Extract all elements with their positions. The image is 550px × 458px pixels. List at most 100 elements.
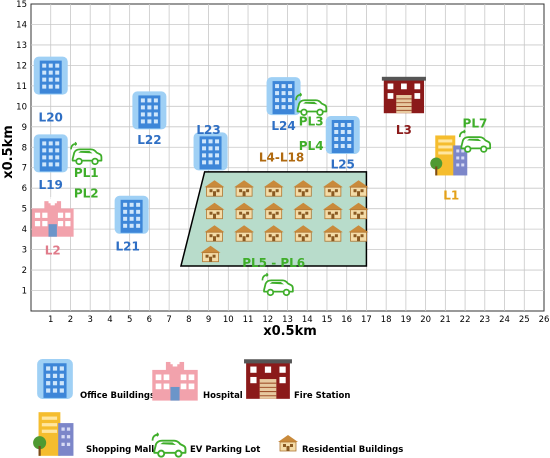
x-tick-label: 18: [381, 315, 392, 325]
parking-lot-2: PL5 - PL6: [242, 256, 305, 297]
parking-label: PL5 - PL6: [242, 256, 305, 270]
y-tick-label: 13: [16, 41, 27, 51]
x-tick-label: 20: [420, 315, 431, 325]
x-tick-label: 3: [87, 315, 92, 325]
office-label: L19: [39, 178, 63, 192]
y-tick-label: 7: [22, 164, 27, 174]
legend-ev-parking-icon: [151, 432, 187, 458]
office-icon: [33, 56, 68, 95]
y-tick-label: 5: [22, 205, 27, 215]
office-location-l21: L21: [114, 195, 149, 254]
hospital-label: L2: [45, 244, 61, 258]
y-tick-label: 4: [22, 225, 27, 235]
mall-location-l1: L1: [430, 135, 468, 202]
office-icon: [33, 134, 68, 173]
y-tick-label: 12: [16, 61, 27, 71]
residential-label: L4-L18: [259, 151, 304, 165]
x-tick-label: 2: [68, 315, 73, 325]
x-tick-label: 14: [302, 315, 313, 325]
x-tick-label: 7: [166, 315, 171, 325]
office-location-l22: L22: [132, 91, 167, 147]
residential-area: L4-L18: [179, 151, 370, 267]
hospital-location-l2: L2: [31, 196, 74, 258]
legend-fire-station-label: Fire Station: [294, 391, 350, 401]
y-tick-label: 2: [22, 266, 27, 276]
x-tick-label: 13: [282, 315, 293, 325]
x-tick-label: 21: [440, 315, 451, 325]
x-tick-label: 23: [479, 315, 490, 325]
x-tick-label: 9: [206, 315, 211, 325]
x-tick-label: 22: [460, 315, 471, 325]
y-tick-label: 3: [22, 246, 27, 256]
y-tick-label: 11: [16, 82, 27, 92]
office-label: L21: [116, 240, 140, 254]
parking-label-secondary: PL4: [299, 139, 324, 153]
legend-residential-icon: [277, 434, 299, 452]
office-label: L23: [196, 123, 220, 137]
x-tick-label: 10: [223, 315, 234, 325]
parking-label: PL7: [463, 117, 488, 131]
x-tick-label: 26: [539, 315, 550, 325]
legend-ev-parking-label: EV Parking Lot: [190, 445, 260, 455]
x-tick-label: 11: [243, 315, 254, 325]
legend: Office Buildings Hospital Fire Station S…: [33, 357, 403, 458]
fire-icon: [381, 76, 427, 114]
y-tick-label: 15: [16, 0, 27, 10]
legend-shopping-mall-icon: [33, 412, 74, 456]
map-locations: L20 L22 L23 L24 L25 L19 L21 L2 L3 L1: [31, 56, 468, 258]
x-axis-ticks: 1 2 3 4 5 6 7 8 9 10 11 12 13 14 15 16 17 18 19 20 21 22 23 24 2…: [48, 315, 549, 325]
fire-location-l3: L3: [381, 76, 427, 137]
parking-lot-1: PL3 PL4: [295, 92, 328, 153]
office-icon: [132, 91, 167, 130]
legend-office-label: Office Buildings: [80, 391, 155, 401]
office-label: L20: [39, 111, 63, 125]
y-tick-label: 6: [22, 184, 27, 194]
x-tick-label: 24: [499, 315, 510, 325]
office-icon: [114, 195, 149, 234]
x-tick-label: 17: [361, 315, 372, 325]
y-tick-label: 14: [16, 20, 27, 30]
y-tick-label: 1: [22, 287, 27, 297]
office-label: L22: [137, 133, 161, 147]
legend-residential-label: Residential Buildings: [302, 445, 403, 455]
legend-fire-station-icon: [243, 358, 293, 400]
x-tick-label: 12: [262, 315, 273, 325]
x-tick-label: 5: [127, 315, 132, 325]
legend-hospital-icon: [152, 357, 198, 401]
x-tick-label: 8: [186, 315, 191, 325]
office-location-l19: L19: [33, 134, 68, 192]
parking-lot-3: PL7: [458, 117, 492, 153]
legend-office-icon: [37, 359, 73, 399]
x-tick-label: 25: [519, 315, 530, 325]
office-icon: [193, 132, 228, 171]
office-icon: [266, 77, 301, 116]
parking-label-secondary: PL2: [74, 186, 99, 200]
parking-label: PL1: [74, 166, 99, 180]
y-tick-label: 9: [22, 123, 27, 133]
parking-label: PL3: [299, 115, 324, 129]
y-axis-title: x0.5km: [1, 125, 16, 179]
y-tick-label: 8: [22, 143, 27, 153]
x-tick-label: 19: [400, 315, 411, 325]
x-tick-label: 16: [341, 315, 352, 325]
x-tick-label: 1: [48, 315, 53, 325]
x-tick-label: 15: [322, 315, 333, 325]
office-icon: [325, 115, 360, 154]
office-label: L25: [331, 158, 355, 172]
x-axis-title: x0.5km: [263, 324, 317, 339]
office-location-l23: L23: [193, 123, 228, 171]
office-location-l25: L25: [325, 115, 360, 172]
mall-label: L1: [443, 188, 459, 202]
legend-hospital-label: Hospital: [203, 391, 243, 401]
legend-shopping-mall-label: Shopping Mall: [86, 445, 154, 455]
office-label: L24: [271, 119, 295, 133]
x-tick-label: 4: [107, 315, 112, 325]
office-location-l24: L24: [266, 77, 301, 133]
fire-label: L3: [396, 123, 412, 137]
office-location-l20: L20: [33, 56, 68, 125]
x-tick-label: 6: [147, 315, 152, 325]
y-tick-label: 10: [16, 102, 27, 112]
